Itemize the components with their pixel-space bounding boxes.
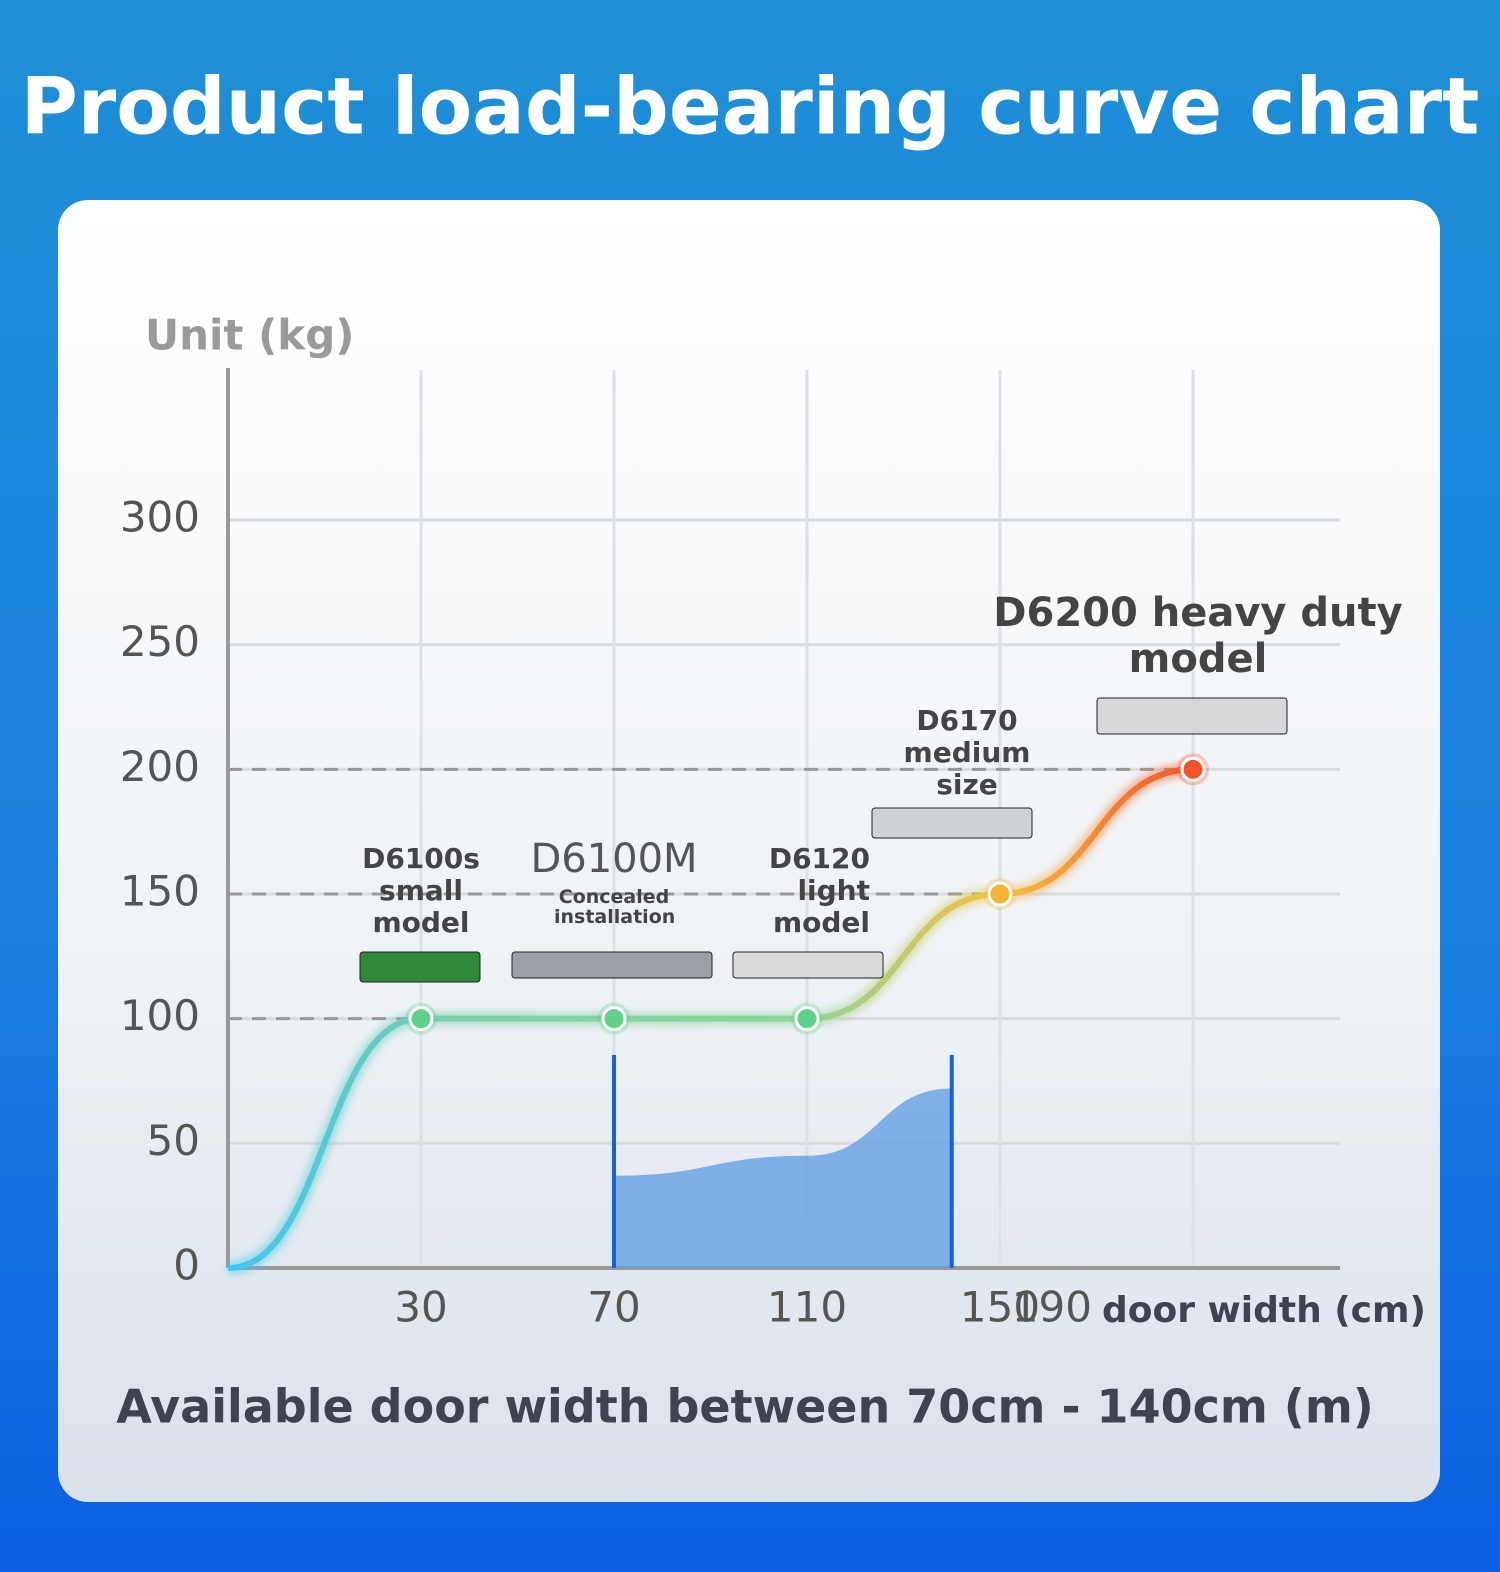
card [58, 200, 1440, 1502]
y-tick-label: 150 [120, 867, 200, 916]
annotation-text: D6100M [530, 836, 698, 882]
annotation: D6170 medium size [897, 704, 1037, 802]
x-tick-label: 110 [767, 1283, 847, 1332]
annotation: D6100M Concealed installation [514, 836, 714, 928]
point [601, 1006, 627, 1032]
point [1180, 756, 1206, 782]
y-tick-label: 200 [120, 742, 200, 791]
product-image [871, 807, 1033, 839]
shaded-area [614, 1088, 952, 1268]
annotation-subtitle: Concealed installation [554, 886, 676, 928]
product-image [511, 951, 713, 979]
x-tick-label: 150 [960, 1283, 1040, 1332]
annotation-text: D6200 heavy duty model [993, 590, 1403, 682]
y-tick-label: 0 [173, 1241, 200, 1290]
note: Available door width between 70cm - 140c… [116, 1380, 1374, 1434]
annotation: D6100s small model [351, 842, 491, 940]
y-tick-label: 50 [147, 1116, 200, 1165]
point [987, 881, 1013, 907]
annotation-text: D6170 medium size [903, 704, 1031, 802]
annotation-text: D6120 light model [768, 842, 870, 940]
y-axis-label: Unit (kg) [145, 311, 355, 360]
title: Product load-bearing curve chart [21, 62, 1480, 152]
point [794, 1006, 820, 1032]
y-tick-label: 300 [120, 493, 200, 542]
x-tick-label: 70 [587, 1283, 640, 1332]
y-tick-label: 250 [120, 617, 200, 666]
product-image [1096, 697, 1288, 735]
product-image [359, 951, 481, 983]
annotation: D6120 light model [740, 842, 870, 940]
product-images [359, 697, 1288, 983]
point [408, 1006, 434, 1032]
x-tick-label: 190 [1012, 1283, 1092, 1332]
x-axis-label: door width (cm) [1102, 1290, 1426, 1331]
curve [227, 766, 1194, 1271]
product-image [732, 951, 884, 979]
x-tick-label: 30 [394, 1283, 447, 1332]
y-tick-label: 100 [120, 991, 200, 1040]
annotation: D6200 heavy duty model [983, 590, 1413, 682]
annotation-text: D6100s small model [362, 842, 480, 940]
